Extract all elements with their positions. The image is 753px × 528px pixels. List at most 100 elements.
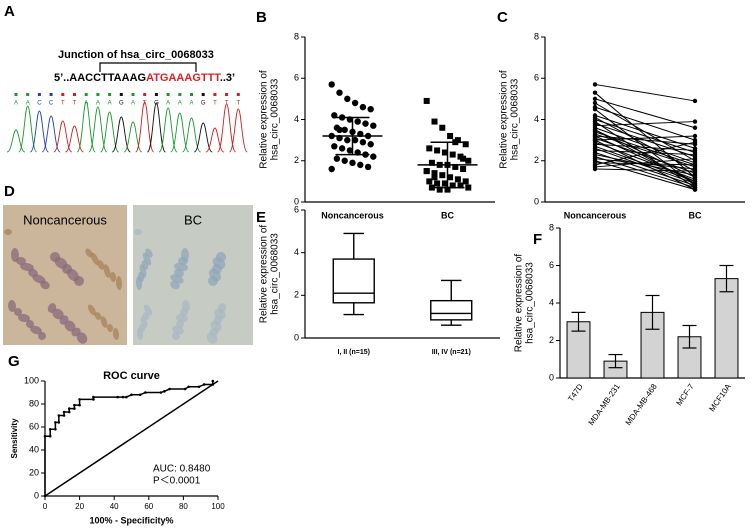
y-tick-label: 8 <box>549 222 554 232</box>
y-tick-label: 40 <box>29 444 39 454</box>
roc-point <box>159 391 163 394</box>
point <box>364 163 372 171</box>
panel-label: D <box>4 183 15 200</box>
point <box>367 105 374 113</box>
y-tick-label: 2 <box>534 155 539 165</box>
pair-line <box>594 121 696 127</box>
point <box>431 174 438 181</box>
x-tick-label: MCF-7 <box>674 382 696 408</box>
base-letter: T <box>143 101 147 107</box>
point <box>357 161 364 169</box>
base-mark <box>236 93 240 96</box>
cell <box>52 308 64 320</box>
cell <box>115 276 123 290</box>
point <box>692 98 698 104</box>
ihc-image <box>133 205 253 345</box>
roc-point <box>43 434 47 438</box>
cell <box>112 328 120 340</box>
point <box>447 174 454 181</box>
y-axis-label: hsa_circ_0068033 <box>270 233 281 315</box>
cell <box>32 274 46 284</box>
roc-point <box>54 428 57 431</box>
point <box>341 126 348 134</box>
pair-line <box>594 162 696 166</box>
cell <box>100 316 108 328</box>
y-axis-label: Relative expression of <box>499 70 510 169</box>
peak <box>182 117 201 153</box>
y-tick-label: 100 <box>24 375 39 385</box>
roc-point <box>57 414 61 417</box>
pair-line <box>594 121 696 188</box>
roc-point <box>197 385 201 389</box>
base-mark <box>108 93 112 96</box>
point <box>359 103 367 111</box>
point <box>592 127 598 133</box>
point <box>426 145 433 152</box>
box <box>332 258 375 304</box>
point <box>457 182 464 189</box>
y-tick-label: 4 <box>294 247 299 257</box>
y-tick-label: 0 <box>549 372 554 382</box>
point <box>462 141 469 148</box>
base-letter: A <box>96 101 100 107</box>
cell <box>26 320 34 328</box>
roc-point <box>163 390 166 393</box>
cell <box>38 332 46 340</box>
roc-point <box>183 387 187 391</box>
seq-suffix: ..3’ <box>220 72 235 84</box>
panel-label: E <box>256 209 266 226</box>
cell <box>28 268 38 278</box>
cell <box>30 325 42 335</box>
point <box>344 136 351 144</box>
pair-line <box>594 92 696 178</box>
cell <box>97 260 105 270</box>
point <box>431 170 438 177</box>
base-mark <box>143 93 147 96</box>
roc-point <box>54 421 57 424</box>
y-axis-label: Sensitivity <box>10 418 19 459</box>
point <box>359 138 367 146</box>
base-letter: T <box>61 101 65 107</box>
base-mark <box>49 93 53 96</box>
point <box>362 120 369 127</box>
base-mark <box>225 93 229 96</box>
base-mark <box>119 93 123 96</box>
point <box>349 159 356 167</box>
peak <box>146 102 166 153</box>
pair-line <box>594 143 696 151</box>
base-letter: A <box>131 101 135 107</box>
point <box>460 155 467 162</box>
point <box>449 182 456 189</box>
roc-point <box>187 385 190 389</box>
base-letter: A <box>178 101 182 107</box>
base-mark <box>166 93 170 96</box>
roc-point <box>43 494 47 498</box>
roc-point <box>78 403 81 407</box>
point <box>692 119 698 124</box>
point <box>370 122 377 129</box>
roc-point <box>116 395 119 399</box>
y-tick-label: 20 <box>29 467 39 477</box>
point <box>428 159 435 166</box>
annotation: P＜0.0001 <box>153 476 201 487</box>
sequence: 5’..AACCTTAAAGATGAAAGTTT..3’ <box>54 72 235 84</box>
y-tick-label: 8 <box>534 31 539 41</box>
base-letter: G <box>154 101 159 107</box>
cell <box>134 229 142 235</box>
base-mark <box>131 93 135 96</box>
cell <box>16 256 26 266</box>
cell <box>180 248 190 262</box>
cell <box>47 303 57 313</box>
y-tick-label: 6 <box>534 73 539 83</box>
pair-line <box>594 98 696 129</box>
point <box>434 147 441 154</box>
cell <box>217 303 227 313</box>
point <box>367 141 374 148</box>
point <box>462 178 469 185</box>
point <box>328 81 335 88</box>
cell <box>90 252 100 266</box>
peak <box>217 103 237 153</box>
point <box>331 143 338 150</box>
base-letter: A <box>108 101 112 107</box>
point <box>692 133 698 139</box>
